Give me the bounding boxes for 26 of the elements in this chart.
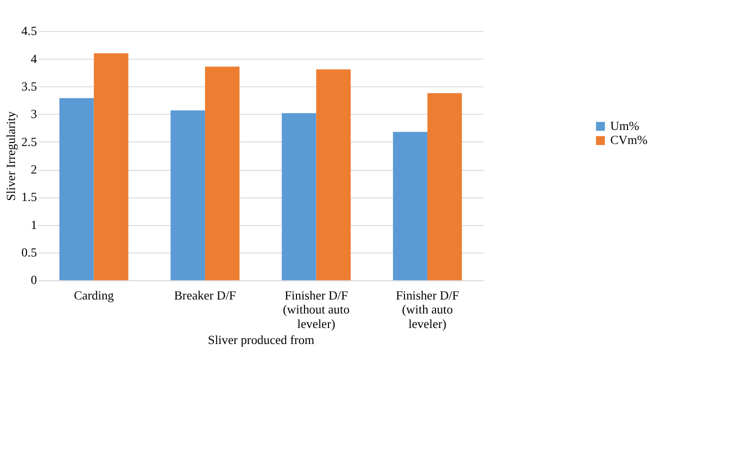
y-tick-label: 2.5 xyxy=(21,134,37,149)
bar xyxy=(205,66,240,280)
x-tick-label: Finisher D/F (without auto leveler) xyxy=(282,288,350,331)
bar xyxy=(282,113,316,280)
bar xyxy=(94,53,128,280)
y-tick-label: 3 xyxy=(30,107,37,122)
y-tick-label: 1 xyxy=(30,218,37,232)
y-tick-label: 0 xyxy=(30,273,37,288)
bar xyxy=(392,132,428,280)
y-tick-label: 3.5 xyxy=(21,80,37,94)
legend-label: CVm% xyxy=(610,133,648,148)
bar xyxy=(427,93,462,280)
bar xyxy=(170,110,206,280)
y-tick-label: 4 xyxy=(30,52,38,66)
y-tick-label: 0.5 xyxy=(21,246,37,260)
legend-label: Um% xyxy=(610,118,640,133)
y-tick-label: 2 xyxy=(30,162,37,177)
x-tick-label: Finisher D/F (with auto leveler) xyxy=(396,288,460,331)
x-tick-label: Breaker D/F xyxy=(174,288,236,302)
y-axis-title: Sliver Irregularity xyxy=(4,110,18,201)
x-axis-title: Sliver produced from xyxy=(208,332,315,347)
x-tick-label: Carding xyxy=(74,288,114,302)
bar xyxy=(316,69,351,280)
y-tick-label: 4.5 xyxy=(21,24,37,38)
y-tick-label: 1.5 xyxy=(21,190,37,204)
bar xyxy=(59,98,94,280)
